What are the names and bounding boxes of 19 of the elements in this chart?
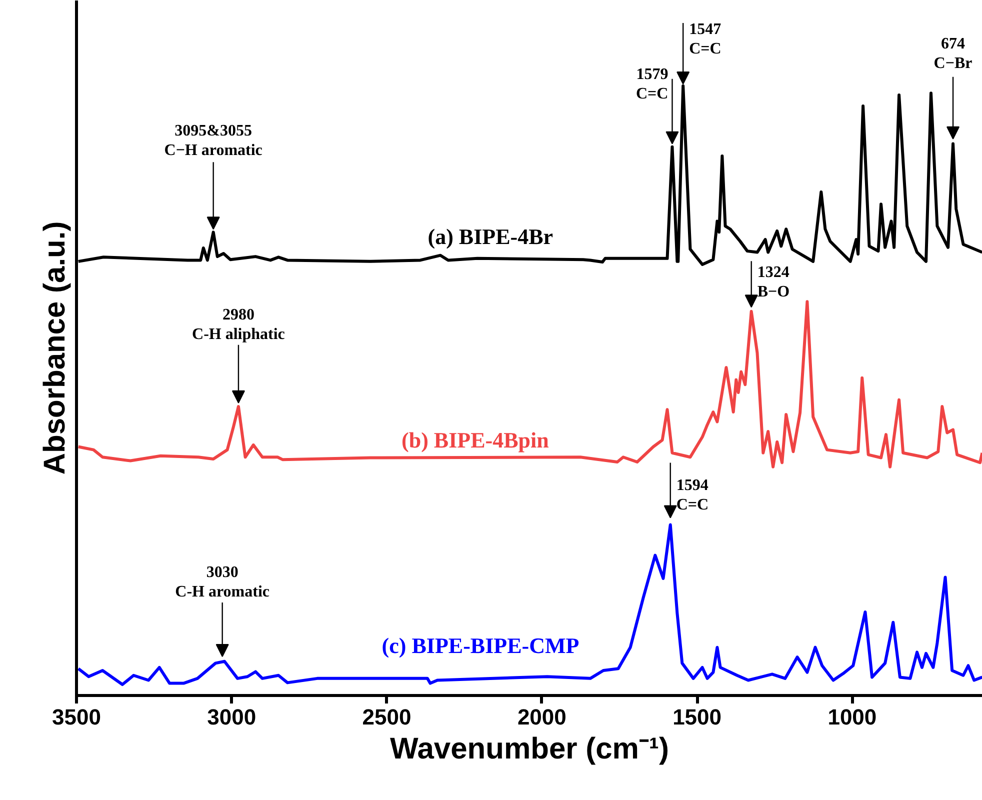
x-tick-label: 3000 <box>207 704 256 730</box>
annotation: 3095&3055 C−H aromatic <box>164 122 262 160</box>
x-tick-label: 3500 <box>52 704 101 730</box>
x-tick-label: 2000 <box>517 704 566 730</box>
x-axis-title: Wavenumber (cm⁻¹) <box>390 732 669 766</box>
y-axis-title: Absorbance (a.u.) <box>38 221 72 475</box>
annotation: 674 C−Br <box>934 35 972 72</box>
annotation: 1324 B−O <box>757 264 790 301</box>
x-tick-label: 2500 <box>362 704 412 730</box>
series-label: (a) BIPE-4Br <box>428 224 554 249</box>
annotation: 1579 C=C <box>636 66 668 102</box>
annotation: 1547 C=C <box>689 21 722 58</box>
annotation: 1594 C=C <box>676 476 709 514</box>
x-tick-label: 1000 <box>828 704 877 730</box>
annotation: 2980 C-H aliphatic <box>192 306 285 343</box>
x-tick-label: 1500 <box>672 704 722 730</box>
series-label: (b) BIPE-4Bpin <box>402 428 549 453</box>
annotation: 3030 C-H aromatic <box>175 564 270 600</box>
series-label: (c) BIPE-BIPE-CMP <box>382 633 580 658</box>
